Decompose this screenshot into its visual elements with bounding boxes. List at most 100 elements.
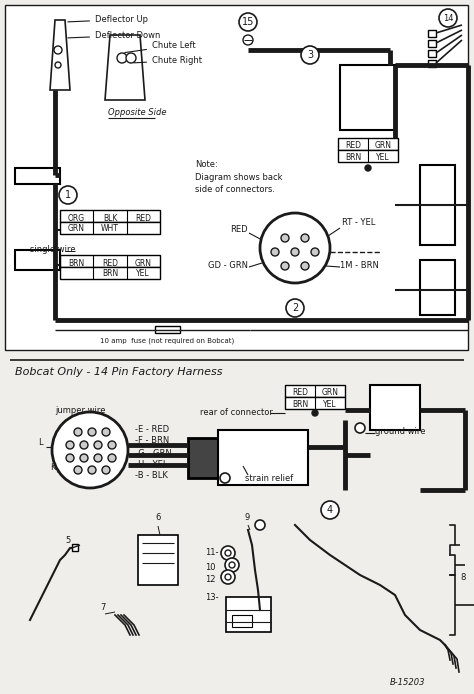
Bar	[340, 65, 395, 130]
Text: YEL: YEL	[323, 400, 337, 409]
Circle shape	[271, 248, 279, 256]
Circle shape	[286, 299, 304, 317]
Bar	[428, 40, 436, 47]
Circle shape	[301, 234, 309, 242]
Bar	[5, 5, 468, 350]
Text: 8: 8	[460, 573, 465, 582]
Circle shape	[94, 454, 102, 462]
Bar	[338, 138, 398, 150]
Text: 1M - BRN: 1M - BRN	[340, 261, 379, 270]
Circle shape	[54, 46, 62, 54]
Polygon shape	[50, 20, 70, 90]
Bar	[60, 210, 160, 222]
Bar	[155, 326, 180, 333]
Circle shape	[229, 562, 235, 568]
Circle shape	[108, 441, 116, 449]
Text: 1: 1	[65, 190, 71, 200]
Text: 15: 15	[242, 17, 254, 27]
Text: Chute Right: Chute Right	[134, 56, 202, 65]
Text: L: L	[38, 438, 43, 447]
Bar	[428, 30, 436, 37]
Text: BLK: BLK	[103, 214, 117, 223]
Bar	[60, 267, 160, 279]
Bar	[338, 150, 398, 162]
Text: BRN: BRN	[345, 153, 361, 162]
Bar	[285, 397, 345, 409]
Bar	[15, 250, 60, 270]
Bar	[15, 168, 60, 184]
Text: RED: RED	[345, 140, 361, 149]
Text: K: K	[50, 463, 55, 472]
Text: ground wire: ground wire	[375, 427, 426, 436]
Circle shape	[221, 546, 235, 560]
Text: YEL: YEL	[376, 153, 390, 162]
Circle shape	[55, 62, 61, 68]
Text: 6: 6	[155, 513, 160, 522]
Text: 9: 9	[245, 513, 250, 522]
Circle shape	[221, 570, 235, 584]
Text: BRN: BRN	[102, 269, 118, 278]
Bar	[232, 615, 252, 627]
Text: 12: 12	[205, 575, 216, 584]
Text: 3: 3	[307, 50, 313, 60]
Text: BRN: BRN	[292, 400, 308, 409]
Bar	[370, 385, 420, 430]
Circle shape	[66, 454, 74, 462]
Text: 13-: 13-	[205, 593, 219, 602]
Text: -F - BRN: -F - BRN	[135, 436, 169, 445]
Bar	[188, 438, 218, 478]
Circle shape	[59, 186, 77, 204]
Bar	[420, 165, 455, 245]
Text: -H - YEL: -H - YEL	[135, 460, 167, 469]
Text: RT - YEL: RT - YEL	[342, 218, 375, 227]
Text: 11-: 11-	[205, 548, 219, 557]
Text: BRN: BRN	[68, 258, 84, 267]
Circle shape	[80, 441, 88, 449]
Circle shape	[117, 53, 127, 63]
Text: RED: RED	[102, 258, 118, 267]
Circle shape	[281, 234, 289, 242]
Circle shape	[301, 46, 319, 64]
Circle shape	[321, 501, 339, 519]
Text: GRN: GRN	[67, 223, 84, 232]
Circle shape	[365, 165, 371, 171]
Text: 14: 14	[443, 13, 453, 22]
Bar	[218, 430, 308, 485]
Text: -E - RED: -E - RED	[135, 425, 169, 434]
Circle shape	[239, 13, 257, 31]
Bar	[428, 50, 436, 57]
Circle shape	[80, 454, 88, 462]
Bar	[285, 385, 345, 397]
Text: 4: 4	[327, 505, 333, 515]
Text: 2: 2	[292, 303, 298, 313]
Circle shape	[66, 441, 74, 449]
Circle shape	[220, 473, 230, 483]
Text: rear of connector: rear of connector	[200, 408, 273, 417]
Circle shape	[225, 574, 231, 580]
Circle shape	[312, 410, 318, 416]
Circle shape	[225, 558, 239, 572]
Circle shape	[88, 466, 96, 474]
Text: -G - GRN: -G - GRN	[135, 449, 172, 458]
Text: GRN: GRN	[135, 258, 152, 267]
Circle shape	[52, 412, 128, 488]
Circle shape	[281, 262, 289, 270]
Circle shape	[439, 9, 457, 27]
Circle shape	[355, 423, 365, 433]
Text: Chute Left: Chute Left	[125, 41, 196, 53]
Text: WHT: WHT	[101, 223, 119, 232]
Circle shape	[255, 520, 265, 530]
Text: single wire: single wire	[30, 245, 76, 254]
Text: GRN: GRN	[321, 387, 338, 396]
Circle shape	[291, 248, 299, 256]
Text: 10 amp  fuse (not required on Bobcat): 10 amp fuse (not required on Bobcat)	[100, 337, 234, 344]
Text: B-15203: B-15203	[390, 678, 426, 687]
Text: Note:
Diagram shows back
side of connectors.: Note: Diagram shows back side of connect…	[195, 160, 283, 194]
Circle shape	[225, 550, 231, 556]
Circle shape	[260, 213, 330, 283]
Text: 5: 5	[65, 536, 70, 545]
Bar	[420, 260, 455, 315]
Text: Bobcat Only - 14 Pin Factory Harness: Bobcat Only - 14 Pin Factory Harness	[15, 367, 222, 377]
Circle shape	[94, 441, 102, 449]
Circle shape	[74, 428, 82, 436]
